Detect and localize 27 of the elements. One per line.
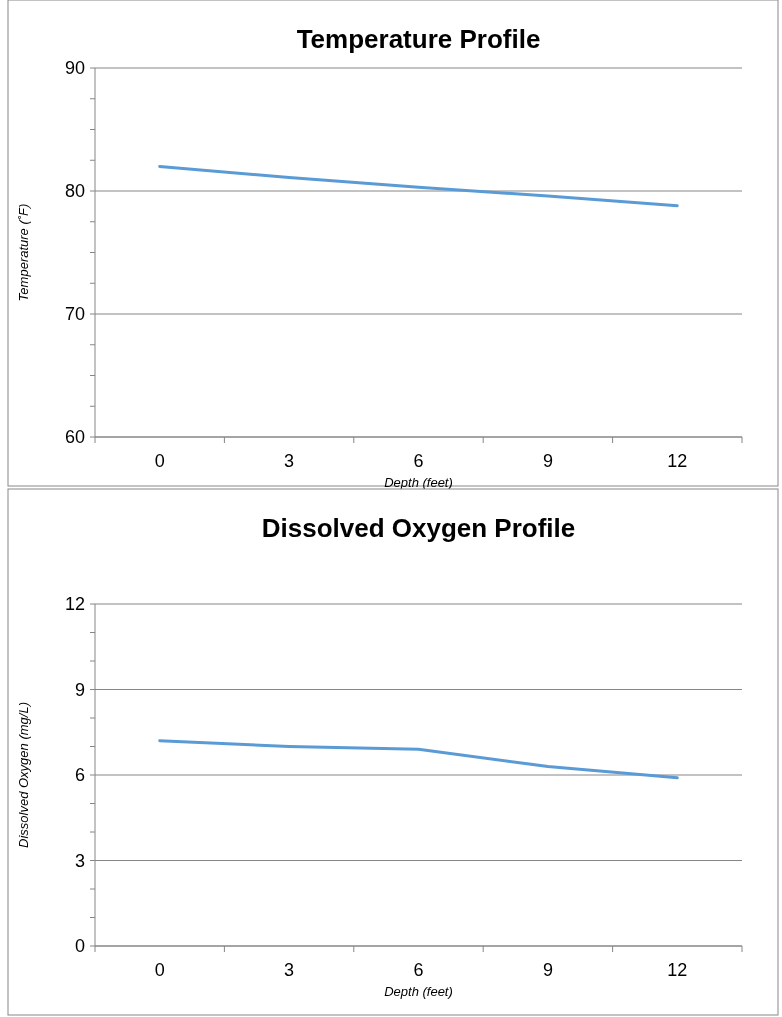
- y-tick-label: 3: [74, 850, 85, 871]
- y-tick-label: 0: [74, 936, 85, 957]
- x-tick-label: 0: [154, 960, 165, 980]
- x-tick-label: 6: [413, 451, 424, 471]
- line-series: [158, 164, 679, 208]
- y-tick-label: 80: [64, 181, 85, 202]
- x-tick-label: 6: [413, 960, 424, 980]
- y-axis-title: Dissolved Oxygen (mg/L): [16, 702, 31, 848]
- y-tick-label: 60: [64, 427, 85, 448]
- chart-title: Temperature Profile: [296, 24, 541, 54]
- x-tick-label: 3: [284, 960, 295, 980]
- x-axis-title: Depth (feet): [384, 984, 453, 999]
- y-axis-title: Temperature (˚F): [16, 203, 31, 302]
- x-axis-title: Depth (feet): [384, 475, 453, 490]
- y-tick-label: 90: [64, 58, 85, 79]
- x-tick-label: 9: [542, 960, 553, 980]
- x-tick-label: 0: [154, 451, 165, 471]
- chart-title: Dissolved Oxygen Profile: [261, 513, 576, 543]
- y-tick-label: 12: [64, 594, 85, 615]
- x-tick-label: 9: [542, 451, 553, 471]
- y-tick-label: 6: [74, 765, 85, 786]
- y-tick-label: 9: [74, 679, 85, 700]
- x-tick-label: 3: [284, 451, 295, 471]
- x-tick-label: 12: [667, 960, 688, 980]
- y-tick-label: 70: [64, 304, 85, 325]
- x-tick-label: 12: [667, 451, 688, 471]
- line-series: [158, 739, 679, 780]
